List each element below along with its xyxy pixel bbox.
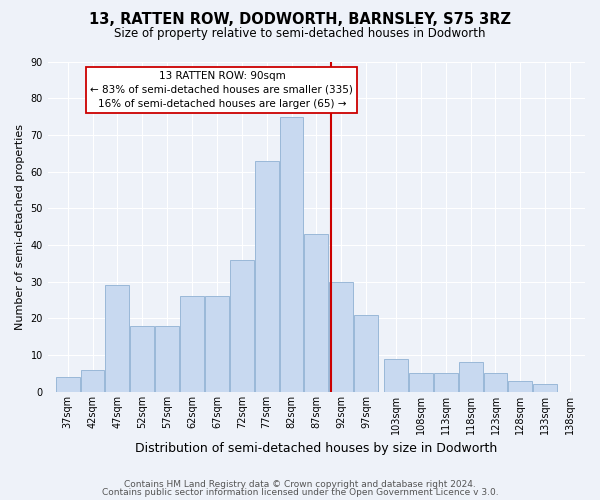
- Bar: [329, 282, 353, 392]
- Text: 13 RATTEN ROW: 90sqm
← 83% of semi-detached houses are smaller (335)
16% of semi: 13 RATTEN ROW: 90sqm ← 83% of semi-detac…: [91, 70, 353, 108]
- Bar: [354, 314, 378, 392]
- Bar: [130, 326, 154, 392]
- Bar: [304, 234, 328, 392]
- Text: Contains public sector information licensed under the Open Government Licence v : Contains public sector information licen…: [101, 488, 499, 497]
- Bar: [155, 326, 179, 392]
- Bar: [409, 374, 433, 392]
- Bar: [56, 377, 80, 392]
- Bar: [106, 286, 130, 392]
- X-axis label: Distribution of semi-detached houses by size in Dodworth: Distribution of semi-detached houses by …: [135, 442, 497, 455]
- Y-axis label: Number of semi-detached properties: Number of semi-detached properties: [15, 124, 25, 330]
- Text: 13, RATTEN ROW, DODWORTH, BARNSLEY, S75 3RZ: 13, RATTEN ROW, DODWORTH, BARNSLEY, S75 …: [89, 12, 511, 28]
- Bar: [533, 384, 557, 392]
- Bar: [458, 362, 482, 392]
- Bar: [384, 358, 408, 392]
- Bar: [434, 374, 458, 392]
- Bar: [80, 370, 104, 392]
- Bar: [508, 380, 532, 392]
- Text: Contains HM Land Registry data © Crown copyright and database right 2024.: Contains HM Land Registry data © Crown c…: [124, 480, 476, 489]
- Bar: [255, 160, 278, 392]
- Bar: [484, 374, 508, 392]
- Bar: [205, 296, 229, 392]
- Bar: [230, 260, 254, 392]
- Bar: [280, 116, 304, 392]
- Bar: [180, 296, 204, 392]
- Text: Size of property relative to semi-detached houses in Dodworth: Size of property relative to semi-detach…: [114, 28, 486, 40]
